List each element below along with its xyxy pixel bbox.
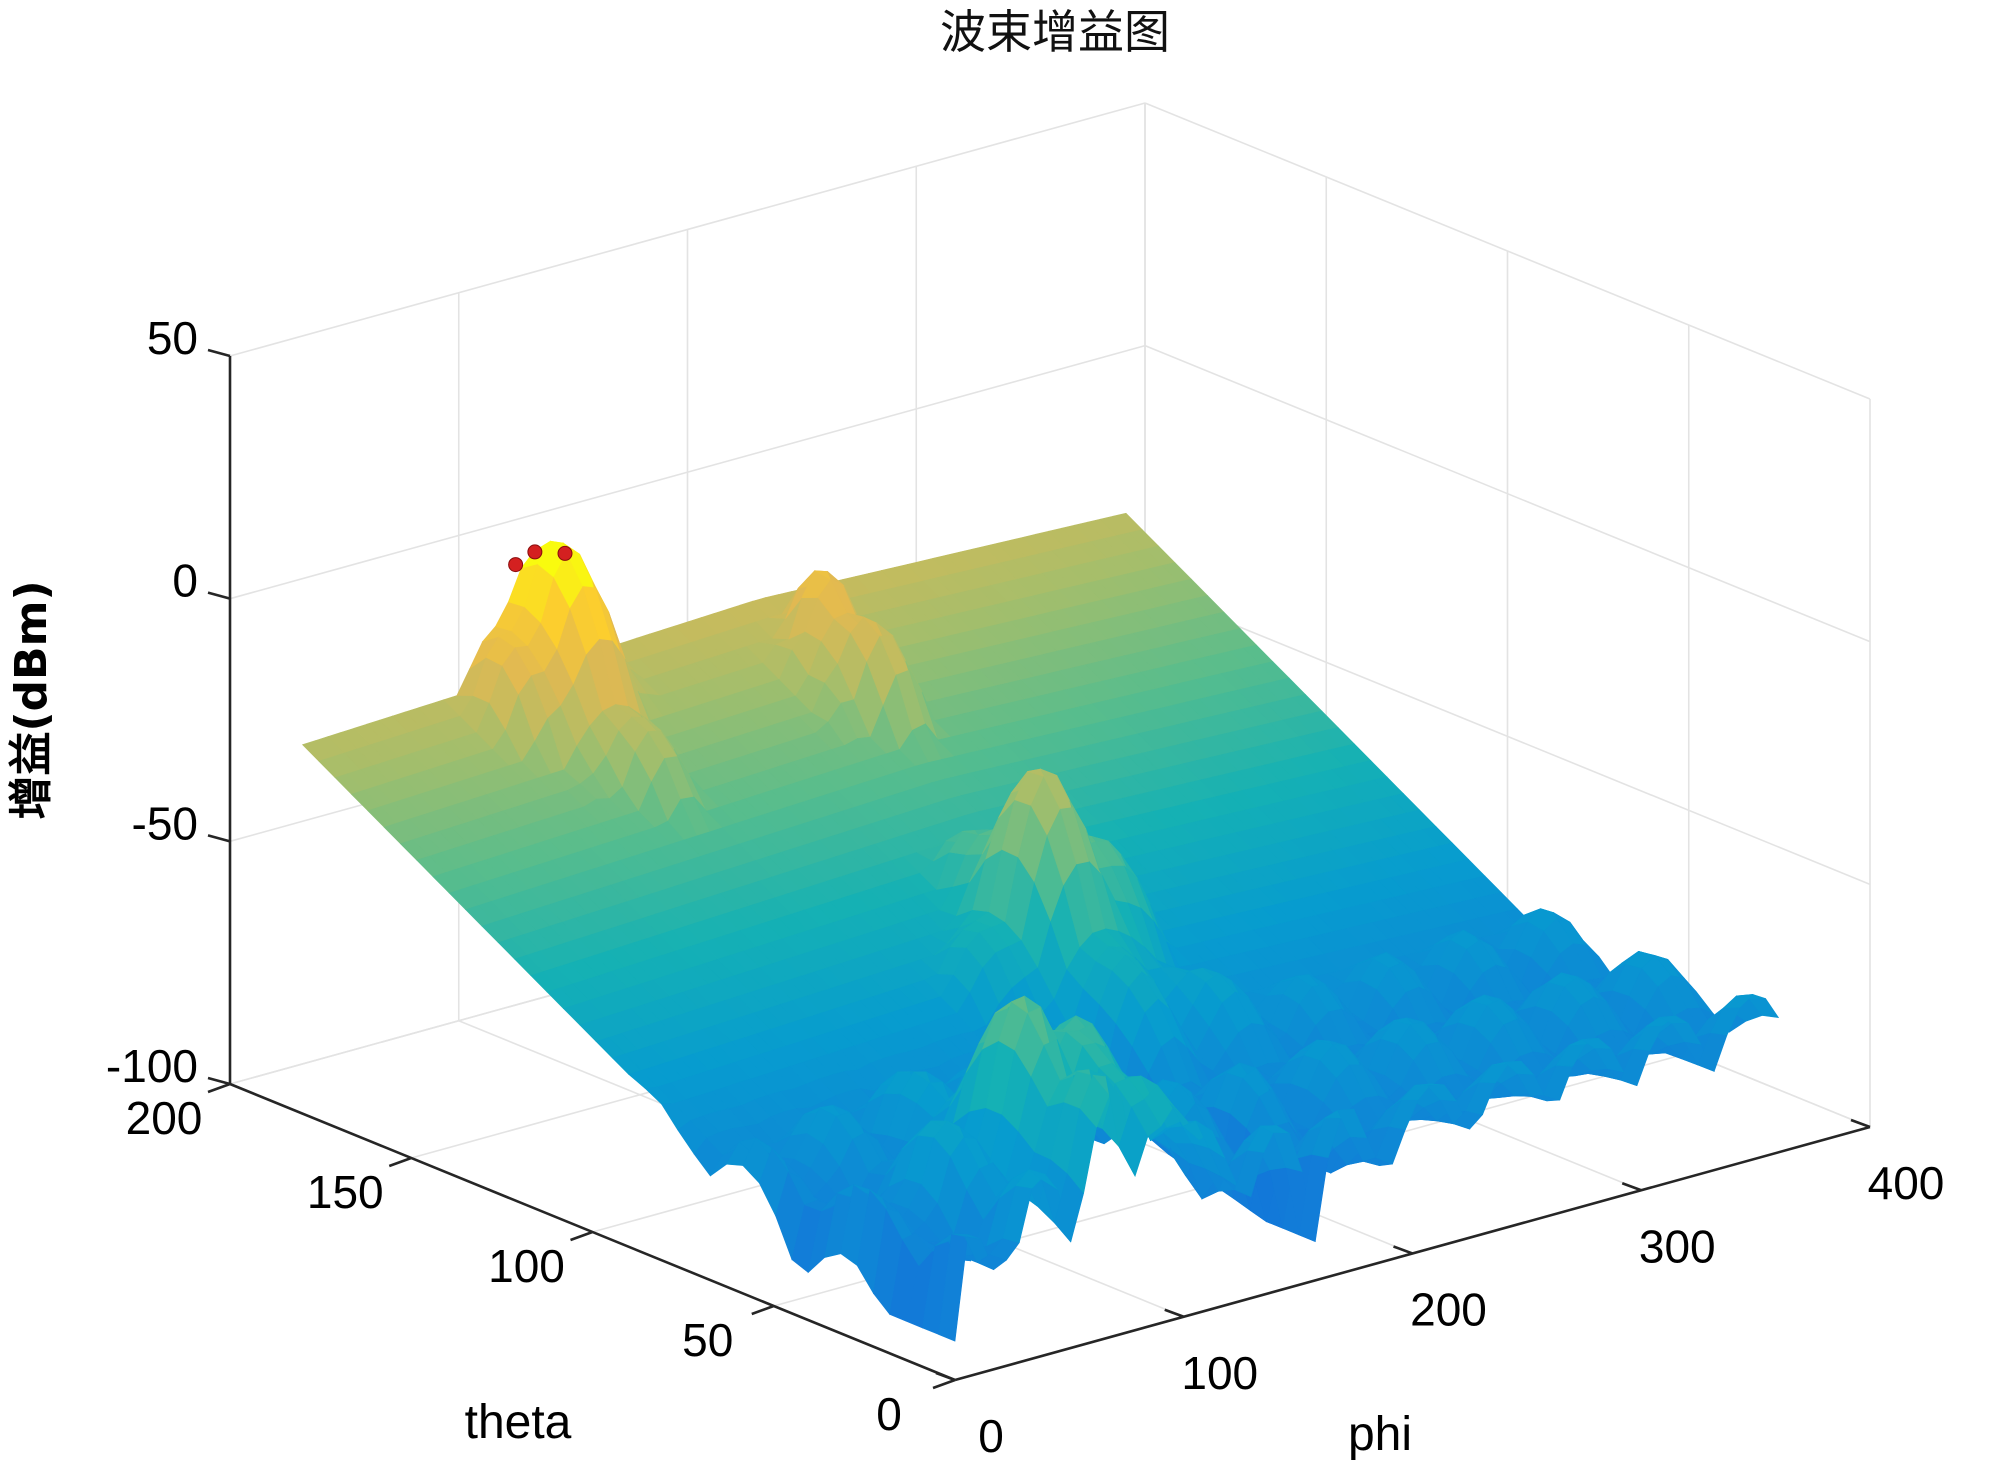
phi-tick-mark bbox=[1850, 1118, 1871, 1129]
chart-title: 波束增益图 bbox=[940, 5, 1170, 59]
phi-tick-mark bbox=[1164, 1308, 1185, 1318]
theta-tick-mark bbox=[751, 1304, 775, 1316]
z-tick-label: -100 bbox=[106, 1040, 198, 1092]
axes bbox=[207, 348, 1871, 1390]
back-wall-grid-line-z bbox=[229, 344, 1146, 600]
surface-cell bbox=[1748, 998, 1780, 1018]
theta-tick-label: 150 bbox=[307, 1166, 384, 1218]
phi-tick-label: 300 bbox=[1639, 1220, 1716, 1272]
gain-surface bbox=[301, 512, 1780, 1342]
side-wall-grid-line-z bbox=[1144, 344, 1871, 643]
phi-tick-label: 0 bbox=[978, 1410, 1004, 1462]
peak-markers bbox=[508, 544, 573, 573]
z-tick-mark bbox=[207, 834, 231, 843]
theta-tick-label: 200 bbox=[126, 1092, 203, 1144]
phi-tick-mark bbox=[935, 1371, 956, 1382]
peak-marker-1 bbox=[508, 557, 524, 573]
z-tick-label: -50 bbox=[132, 797, 198, 849]
phi-tick-label: 400 bbox=[1868, 1157, 1945, 1209]
z-tick-mark bbox=[207, 1076, 231, 1086]
phi-tick-mark bbox=[1393, 1245, 1413, 1255]
theta-tick-label: 100 bbox=[488, 1240, 565, 1292]
theta-tick-mark bbox=[932, 1378, 956, 1390]
peak-marker-2 bbox=[527, 544, 543, 560]
z-tick-mark bbox=[207, 348, 231, 358]
z-tick-label: 0 bbox=[172, 555, 198, 607]
side-wall-grid-line-z bbox=[1144, 102, 1871, 400]
theta-tick-mark bbox=[570, 1230, 593, 1242]
y-axis-label: theta bbox=[465, 1396, 572, 1449]
peak-marker-3 bbox=[557, 545, 573, 561]
back-wall-grid-line-z bbox=[229, 102, 1146, 357]
phi-tick-label: 100 bbox=[1181, 1347, 1258, 1399]
side-wall-grid-line-z bbox=[1144, 587, 1871, 886]
phi-tick-mark bbox=[1621, 1182, 1642, 1192]
theta-tick-mark bbox=[388, 1156, 412, 1168]
z-axis-label: 增益(dBm) bbox=[6, 580, 57, 819]
theta-tick-mark bbox=[207, 1082, 231, 1094]
x-axis-label: phi bbox=[1348, 1408, 1412, 1461]
phi-tick-label: 200 bbox=[1410, 1284, 1487, 1336]
theta-tick-label: 50 bbox=[682, 1314, 733, 1366]
theta-tick-label: 0 bbox=[876, 1388, 902, 1440]
z-tick-mark bbox=[207, 591, 231, 600]
z-tick-label: 50 bbox=[147, 312, 198, 364]
